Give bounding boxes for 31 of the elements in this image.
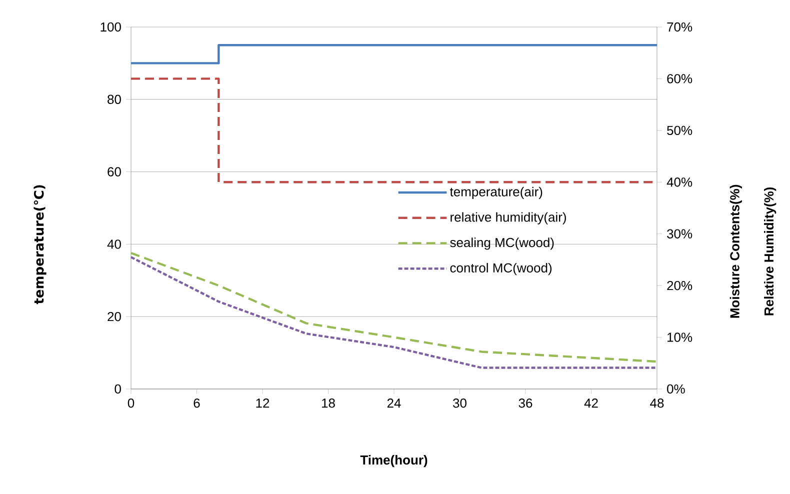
y2-axis-title: Moisture Contents(%) (730, 184, 742, 318)
y2-tick-label: 10% (668, 332, 692, 342)
x-tick-label: 42 (584, 398, 598, 408)
x-tick-label: 0 (128, 398, 134, 408)
legend-label: control MC(wood) (450, 262, 552, 276)
y2-tick-label: 30% (667, 229, 692, 238)
y-tick-label: 60 (108, 167, 121, 176)
y2-tick-label: 70% (667, 22, 692, 32)
text: Relative Humidity(%) (764, 187, 776, 316)
x-tick-label: 12 (256, 398, 270, 408)
legend-label: sealing MC(wood) (450, 238, 554, 250)
y2-tick-label: 40% (666, 178, 692, 187)
x-tick-label: 6 (194, 398, 200, 408)
y-tick-label: 40 (107, 240, 121, 249)
legend-label: temperature(air) (450, 186, 542, 199)
x-tick-label: 36 (518, 398, 532, 408)
y2-tick-label: 20% (667, 280, 692, 290)
y-tick-label: 80 (108, 94, 121, 104)
x-tick-label: 24 (387, 398, 401, 408)
legend-label: relative humidity(air) (450, 212, 566, 224)
y2-tick-label: 50% (667, 126, 692, 136)
y-tick-label: 0 (114, 384, 121, 394)
x-tick-label: 18 (322, 398, 335, 408)
y-axis-title: temperature(℃) (34, 185, 46, 304)
y-tick-label: 100 (100, 22, 121, 32)
y-tick-label: 20 (108, 312, 121, 322)
x-tick-label: 48 (650, 398, 664, 408)
y2-tick-label: 60% (667, 74, 692, 84)
y2-tick-label: 0% (667, 384, 685, 394)
x-tick-label: 30 (453, 398, 466, 408)
x-axis-title: Time(hour) (360, 455, 428, 468)
